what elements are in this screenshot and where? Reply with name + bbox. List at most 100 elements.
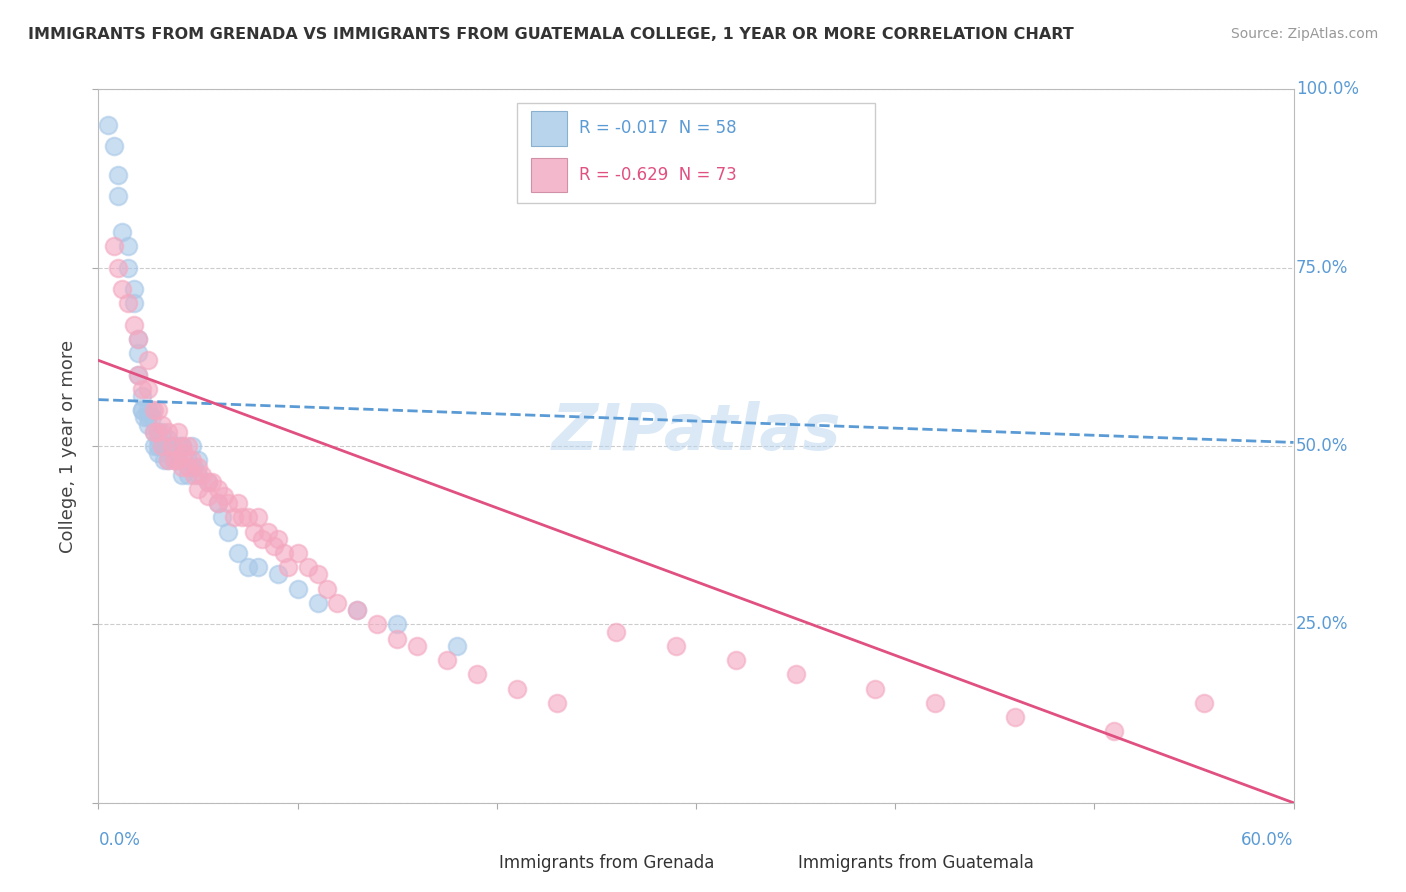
Point bbox=[236, 510, 259, 524]
Point bbox=[134, 410, 156, 425]
Point bbox=[187, 453, 209, 467]
Point bbox=[366, 617, 388, 632]
Text: ZIPatlas: ZIPatlas bbox=[551, 401, 841, 463]
Point bbox=[191, 467, 214, 482]
Point bbox=[211, 510, 233, 524]
Point bbox=[167, 453, 190, 467]
Text: 75.0%: 75.0% bbox=[1296, 259, 1348, 277]
FancyBboxPatch shape bbox=[517, 103, 875, 203]
Point bbox=[136, 417, 159, 432]
Text: 50.0%: 50.0% bbox=[1296, 437, 1348, 455]
Point bbox=[181, 439, 204, 453]
Point bbox=[107, 260, 129, 275]
Bar bbox=[531, 112, 567, 145]
Point bbox=[136, 353, 159, 368]
Point bbox=[226, 546, 249, 560]
Point bbox=[111, 282, 134, 296]
Point bbox=[127, 332, 149, 346]
Point bbox=[231, 510, 253, 524]
Point bbox=[103, 139, 125, 153]
Point bbox=[307, 567, 329, 582]
Point bbox=[183, 460, 205, 475]
Point bbox=[197, 475, 219, 489]
Point bbox=[197, 489, 219, 503]
Point bbox=[160, 439, 183, 453]
Point bbox=[246, 510, 269, 524]
Text: IMMIGRANTS FROM GRENADA VS IMMIGRANTS FROM GUATEMALA COLLEGE, 1 YEAR OR MORE COR: IMMIGRANTS FROM GRENADA VS IMMIGRANTS FR… bbox=[28, 27, 1074, 42]
Point bbox=[172, 460, 194, 475]
Point bbox=[141, 410, 163, 425]
Point bbox=[177, 467, 200, 482]
Point bbox=[124, 282, 146, 296]
Point bbox=[217, 496, 239, 510]
Point bbox=[201, 475, 224, 489]
Point bbox=[181, 453, 204, 467]
Point bbox=[316, 582, 339, 596]
Text: R = -0.629  N = 73: R = -0.629 N = 73 bbox=[579, 166, 737, 184]
Point bbox=[222, 510, 245, 524]
Point bbox=[212, 489, 235, 503]
Text: Immigrants from Guatemala: Immigrants from Guatemala bbox=[797, 855, 1033, 872]
Point bbox=[148, 425, 170, 439]
Point bbox=[326, 596, 349, 610]
Point bbox=[605, 624, 627, 639]
Point bbox=[207, 496, 229, 510]
Point bbox=[150, 439, 173, 453]
Point bbox=[163, 453, 186, 467]
Point bbox=[406, 639, 429, 653]
Text: 60.0%: 60.0% bbox=[1241, 831, 1294, 849]
Bar bbox=[531, 158, 567, 192]
Point bbox=[863, 681, 886, 696]
Point bbox=[131, 389, 153, 403]
Point bbox=[148, 403, 170, 417]
Point bbox=[124, 296, 146, 310]
Point bbox=[148, 439, 170, 453]
Point bbox=[153, 453, 176, 467]
Point bbox=[506, 681, 529, 696]
Y-axis label: College, 1 year or more: College, 1 year or more bbox=[59, 340, 77, 552]
Point bbox=[187, 460, 209, 475]
Point bbox=[177, 453, 200, 467]
Point bbox=[111, 225, 134, 239]
Point bbox=[136, 403, 159, 417]
Point bbox=[256, 524, 278, 539]
Point bbox=[277, 560, 299, 574]
Bar bbox=[756, 854, 789, 876]
Point bbox=[250, 532, 273, 546]
Point bbox=[724, 653, 747, 667]
Point bbox=[117, 296, 139, 310]
Point bbox=[346, 603, 368, 617]
Point bbox=[546, 696, 568, 710]
Point bbox=[307, 596, 329, 610]
Point bbox=[131, 403, 153, 417]
Text: Source: ZipAtlas.com: Source: ZipAtlas.com bbox=[1230, 27, 1378, 41]
Point bbox=[167, 439, 190, 453]
Point bbox=[246, 560, 269, 574]
Point bbox=[226, 496, 249, 510]
Point bbox=[148, 425, 170, 439]
Point bbox=[143, 439, 166, 453]
Point bbox=[107, 189, 129, 203]
Point bbox=[346, 603, 368, 617]
Point bbox=[127, 346, 149, 360]
Point bbox=[385, 617, 409, 632]
Point bbox=[177, 460, 200, 475]
Point bbox=[127, 332, 149, 346]
Point bbox=[287, 582, 309, 596]
Point bbox=[446, 639, 468, 653]
Point bbox=[1102, 724, 1125, 739]
Point bbox=[1192, 696, 1215, 710]
Point bbox=[163, 453, 186, 467]
Point bbox=[131, 403, 153, 417]
Point bbox=[207, 482, 229, 496]
Text: 100.0%: 100.0% bbox=[1296, 80, 1360, 98]
Point bbox=[103, 239, 125, 253]
Point bbox=[297, 560, 319, 574]
Point bbox=[150, 439, 173, 453]
Bar bbox=[457, 854, 491, 876]
Point bbox=[267, 567, 290, 582]
Point bbox=[157, 432, 180, 446]
Point bbox=[207, 496, 229, 510]
Point bbox=[287, 546, 309, 560]
Text: Immigrants from Grenada: Immigrants from Grenada bbox=[499, 855, 714, 872]
